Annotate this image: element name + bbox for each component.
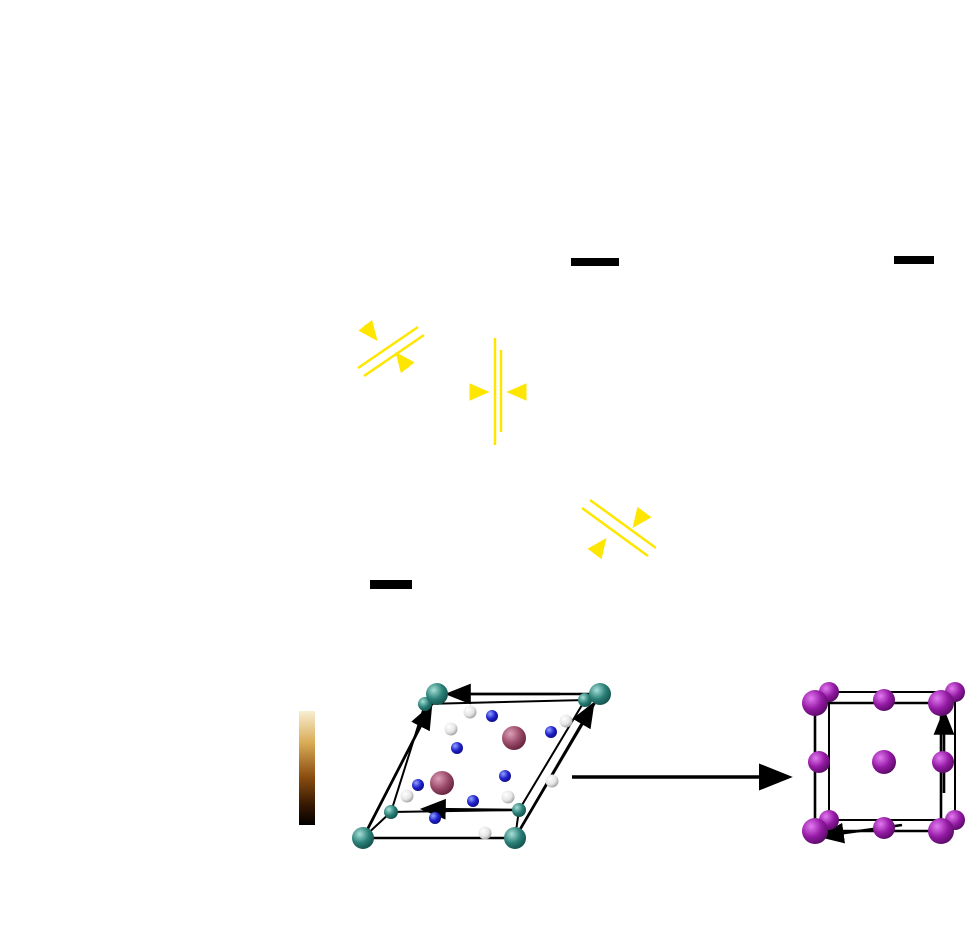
fe-corner-atoms bbox=[352, 683, 611, 849]
lattice-fringe-marks bbox=[357, 319, 656, 560]
scalebar-f-bar bbox=[252, 896, 308, 903]
xrd-plot bbox=[0, 0, 345, 618]
sn-atoms bbox=[802, 682, 965, 844]
cn-ligand-atoms bbox=[400, 705, 573, 840]
afm-measurement-lines bbox=[86, 695, 212, 907]
scalebar-d-bar bbox=[370, 580, 412, 589]
afm-colorbar bbox=[286, 692, 330, 850]
scalebar-c bbox=[871, 236, 957, 282]
tetragonal-cell bbox=[802, 682, 965, 844]
histogram-plot bbox=[655, 315, 976, 615]
crystal-structure-diagram bbox=[352, 682, 965, 849]
measurement-lines bbox=[86, 695, 212, 907]
colorbar-gradient bbox=[299, 711, 315, 825]
afm-image-f bbox=[30, 622, 330, 932]
scalebar-c-bar bbox=[894, 256, 934, 264]
scalebar-b-bar bbox=[571, 258, 619, 266]
hrtem-annotations bbox=[357, 319, 656, 560]
rhombohedral-cell bbox=[352, 683, 611, 849]
scalebar-b bbox=[551, 238, 639, 284]
sn-interior-atoms bbox=[430, 726, 526, 795]
